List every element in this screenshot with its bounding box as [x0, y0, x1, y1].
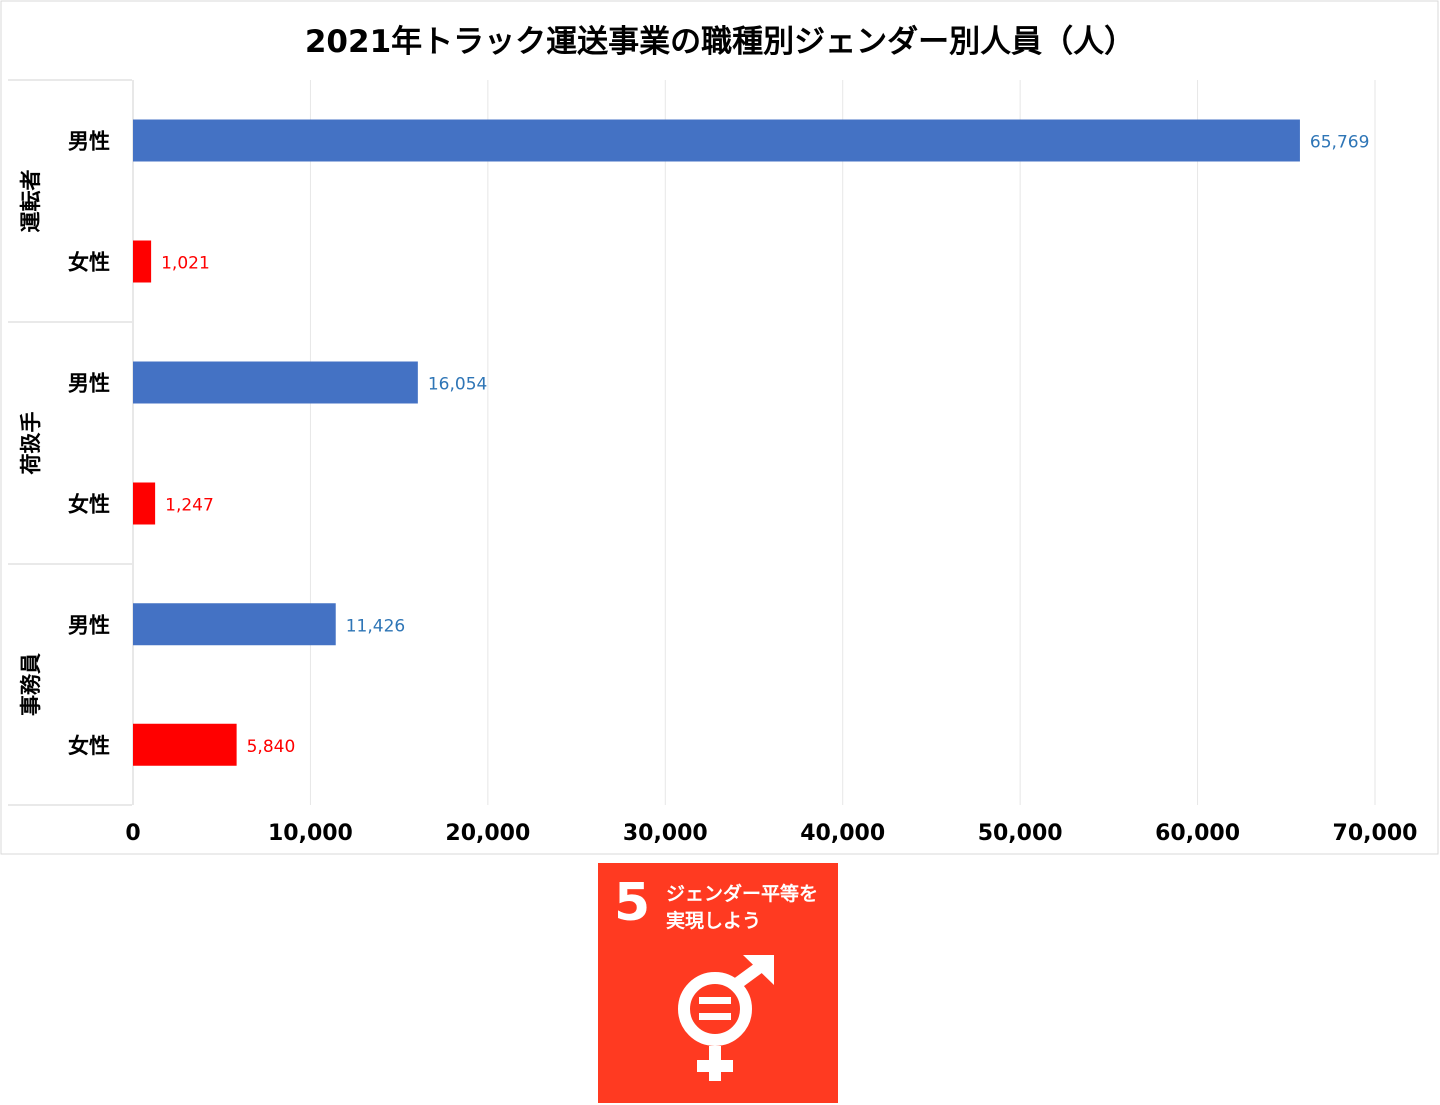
bar — [133, 603, 336, 646]
bar-category-label: 男性 — [68, 130, 110, 154]
x-tick-label: 10,000 — [268, 821, 353, 846]
data-label: 16,054 — [428, 375, 487, 395]
bar — [133, 240, 152, 283]
x-tick-label: 50,000 — [978, 821, 1063, 846]
group-label: 事務員 — [19, 653, 43, 716]
x-tick-label: 70,000 — [1333, 821, 1418, 846]
bar-category-label: 女性 — [68, 251, 110, 275]
data-label: 1,247 — [165, 496, 214, 516]
gridlines — [132, 80, 1376, 805]
data-label: 11,426 — [346, 616, 405, 636]
x-tick-label: 60,000 — [1155, 821, 1240, 846]
data-label: 5,840 — [247, 737, 296, 757]
bars: 男性 65,769 女性 1,021 男性 16,054 女性 1,247 男性 11,426 女性… — [68, 119, 1369, 766]
x-tick-label: 30,000 — [623, 821, 708, 846]
bar — [133, 361, 418, 404]
bar-category-label: 女性 — [68, 734, 110, 758]
x-tick-label: 20,000 — [445, 821, 530, 846]
x-axis-ticks: 0 10,000 20,000 30,000 40,000 50,000 60,000 70,… — [125, 821, 1417, 846]
sdg-goal-line2: 実現しよう — [666, 910, 762, 932]
group-label: 荷扱手 — [19, 412, 43, 475]
bar — [133, 482, 156, 525]
bar-category-label: 女性 — [68, 493, 110, 517]
bar-category-label: 男性 — [68, 613, 110, 637]
x-tick-label: 40,000 — [800, 821, 885, 846]
data-label: 1,021 — [161, 254, 210, 274]
sdg-goal-line1: ジェンダー平等を — [666, 883, 819, 905]
bar-category-label: 男性 — [68, 372, 110, 396]
sdg-goal-text: ジェンダー平等を 実現しよう — [666, 881, 818, 935]
x-tick-label: 0 — [125, 821, 140, 846]
bar — [133, 723, 237, 766]
chart-title: 2021年トラック運送事業の職種別ジェンダー別人員（人） — [305, 24, 1135, 60]
data-label: 65,769 — [1310, 133, 1369, 153]
gender-equality-icon — [678, 955, 774, 1081]
sdg-number: 5 — [614, 873, 651, 933]
group-label: 運転者 — [19, 170, 43, 233]
bar — [133, 119, 1300, 162]
sdg-5-badge: 5 ジェンダー平等を 実現しよう — [598, 863, 838, 1103]
